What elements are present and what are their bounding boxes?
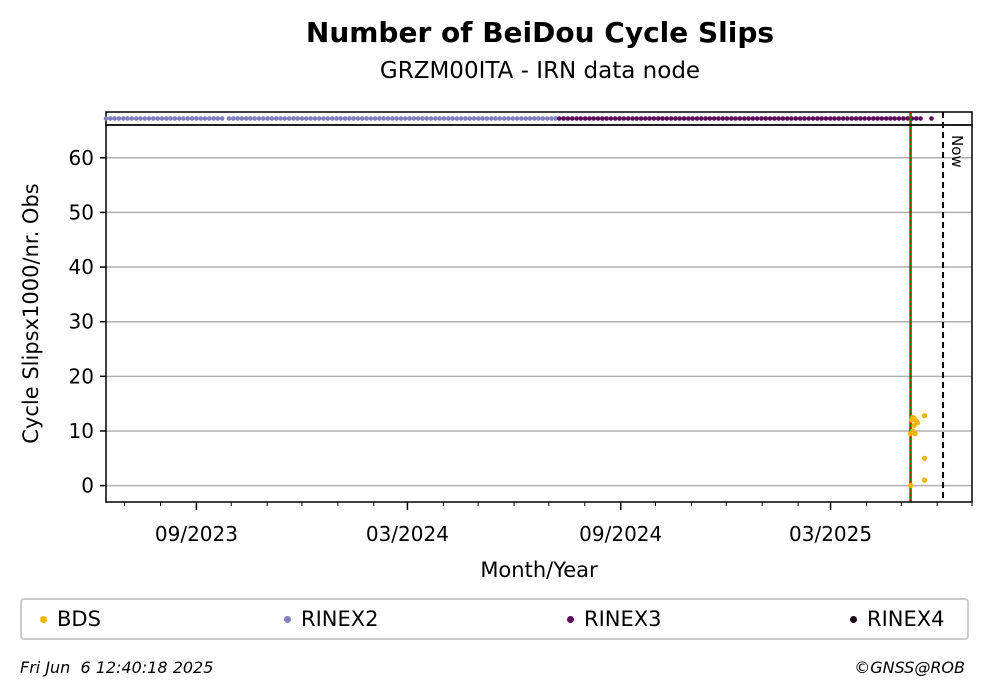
data-point-bds — [912, 431, 918, 437]
data-point-bds — [921, 413, 928, 419]
y-tick-label: 0 — [81, 474, 94, 498]
legend-marker-icon — [567, 615, 574, 623]
data-point-bds — [911, 422, 917, 429]
y-tick-label: 30 — [69, 310, 94, 334]
legend-entry-rinex2: RINEX2 — [284, 600, 379, 638]
chart-title: Number of BeiDou Cycle Slips — [305, 16, 775, 49]
chart-subtitle: GRZM00ITA - IRN data node — [379, 58, 701, 84]
legend-label: RINEX4 — [867, 607, 945, 631]
legend-label: RINEX2 — [301, 607, 379, 631]
x-axis-label: Month/Year — [480, 558, 598, 582]
data-point-bds — [914, 420, 921, 426]
y-tick-label: 40 — [69, 255, 94, 279]
y-tick-label: 20 — [69, 364, 94, 388]
x-tick-label: 03/2025 — [789, 522, 872, 546]
x-tick-label: 03/2024 — [366, 522, 449, 546]
y-tick-label: 50 — [69, 200, 94, 224]
legend-label: BDS — [57, 607, 101, 631]
data-point-bds — [907, 483, 914, 489]
y-tick-label: 10 — [69, 419, 94, 443]
legend-entry-bds: BDS — [40, 600, 101, 638]
chart-canvas: 0 10 20 30 40 50 60 09/2023 03/2024 09/2024 03/202… — [19, 111, 973, 582]
plot-frame — [105, 124, 973, 503]
data-point-bds — [921, 477, 928, 483]
legend-entry-rinex4: RINEX4 — [850, 600, 945, 638]
legend-marker-icon — [40, 615, 47, 623]
footer-timestamp: Fri Jun 6 12:40:18 2025 — [20, 658, 214, 677]
y-axis-label: Cycle Slipsx1000/nr. Obs — [19, 183, 43, 443]
data-point-bds — [921, 455, 928, 461]
now-label: Now — [948, 135, 966, 168]
legend-marker-icon — [284, 615, 291, 623]
legend-label: RINEX3 — [584, 607, 662, 631]
footer-credit: ©GNSS@ROB — [854, 658, 965, 677]
x-tick-label: 09/2024 — [579, 522, 662, 546]
legend-marker-icon — [850, 615, 857, 623]
legend-entry-rinex3: RINEX3 — [567, 600, 662, 638]
x-tick-label: 09/2023 — [155, 522, 238, 546]
y-tick-label: 60 — [69, 146, 94, 170]
legend: BDS RINEX2 RINEX3 RINEX4 — [20, 598, 969, 640]
